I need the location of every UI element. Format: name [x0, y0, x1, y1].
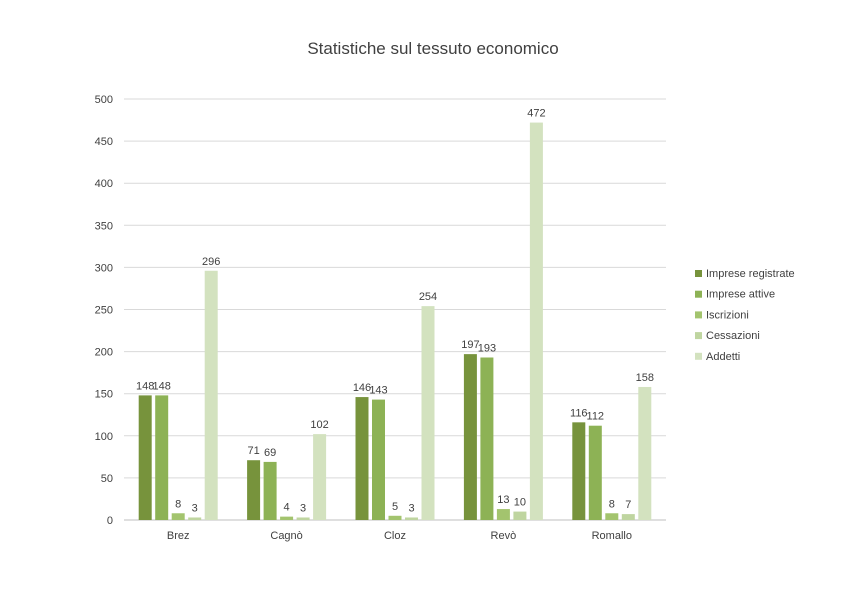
bar: [572, 422, 586, 520]
data-label: 143: [369, 385, 387, 397]
x-tick-label: Romallo: [592, 530, 632, 542]
bar: [280, 516, 294, 520]
y-tick-label: 350: [95, 220, 113, 232]
y-tick-label: 200: [95, 347, 113, 359]
bar: [263, 461, 277, 520]
bar: [638, 386, 652, 520]
data-label: 296: [202, 256, 220, 268]
data-label: 112: [587, 411, 605, 423]
data-label: 13: [497, 494, 509, 506]
legend-entry: Imprese registrate: [706, 268, 795, 280]
bar: [372, 399, 385, 520]
bar: [155, 395, 169, 520]
data-label: 193: [478, 342, 496, 354]
bar: [405, 517, 418, 520]
x-tick-label: Revò: [491, 530, 517, 542]
data-label: 10: [514, 497, 526, 509]
legend-swatch: [695, 352, 702, 360]
bar: [588, 425, 602, 520]
data-label: 3: [408, 502, 414, 514]
bar: [296, 517, 310, 520]
bar: [621, 514, 635, 520]
y-tick-label: 500: [95, 94, 113, 106]
y-tick-label: 0: [107, 515, 113, 527]
y-tick-label: 250: [95, 305, 113, 317]
bars: [138, 122, 652, 521]
bar: [529, 122, 543, 521]
bar: [188, 517, 202, 520]
y-tick-label: 100: [95, 431, 113, 443]
data-label: 148: [153, 380, 171, 392]
data-label: 3: [300, 502, 306, 514]
legend-entry: Imprese attive: [706, 289, 775, 301]
bar: [355, 397, 369, 520]
data-label: 8: [175, 498, 181, 510]
data-label: 71: [247, 445, 259, 457]
bar: [388, 515, 402, 520]
y-tick-label: 450: [95, 136, 113, 148]
data-label: 8: [609, 498, 615, 510]
data-label: 5: [392, 501, 398, 513]
data-label: 254: [419, 291, 437, 303]
legend-entry: Iscrizioni: [706, 309, 749, 321]
y-tick-label: 50: [101, 473, 113, 485]
legend-swatch: [695, 311, 702, 319]
data-label: 7: [625, 499, 631, 511]
y-tick-label: 300: [95, 262, 113, 274]
legend: Imprese registrate Imprese attive Iscrizio…: [695, 268, 795, 363]
data-label: 472: [527, 108, 545, 120]
bar: [605, 513, 619, 520]
bar: [480, 357, 494, 520]
y-axis-ticks: 0 50 100 150 200 250 300 350 400 450 500: [95, 94, 113, 527]
bar: [513, 511, 527, 520]
data-label: 197: [461, 339, 479, 351]
legend-swatch: [695, 290, 702, 298]
data-label: 69: [264, 447, 276, 459]
data-label: 146: [353, 382, 371, 394]
x-tick-label: Cagnò: [270, 530, 302, 542]
bar: [204, 270, 218, 520]
x-tick-label: Brez: [167, 530, 190, 542]
bar: [171, 513, 185, 520]
chart-title: Statistiche sul tessuto economico: [307, 39, 558, 58]
legend-swatch: [695, 332, 702, 340]
bar: [247, 460, 261, 520]
bar: [313, 434, 327, 520]
data-label: 4: [284, 502, 290, 514]
x-tick-label: Cloz: [384, 530, 406, 542]
bar: [138, 395, 152, 520]
data-label: 102: [310, 419, 328, 431]
bar: [421, 306, 435, 520]
data-label: 158: [636, 372, 654, 384]
y-tick-label: 150: [95, 389, 113, 401]
bar: [496, 509, 510, 520]
legend-entry: Addetti: [706, 351, 740, 363]
x-axis-ticks: Brez Cagnò Cloz Revò Romallo: [167, 530, 632, 542]
y-tick-label: 400: [95, 178, 113, 190]
legend-swatch: [695, 270, 702, 277]
data-label: 116: [570, 407, 588, 419]
data-label: 148: [136, 380, 154, 392]
bar: [463, 354, 477, 520]
data-label: 3: [192, 502, 198, 514]
legend-entry: Cessazioni: [706, 330, 760, 342]
